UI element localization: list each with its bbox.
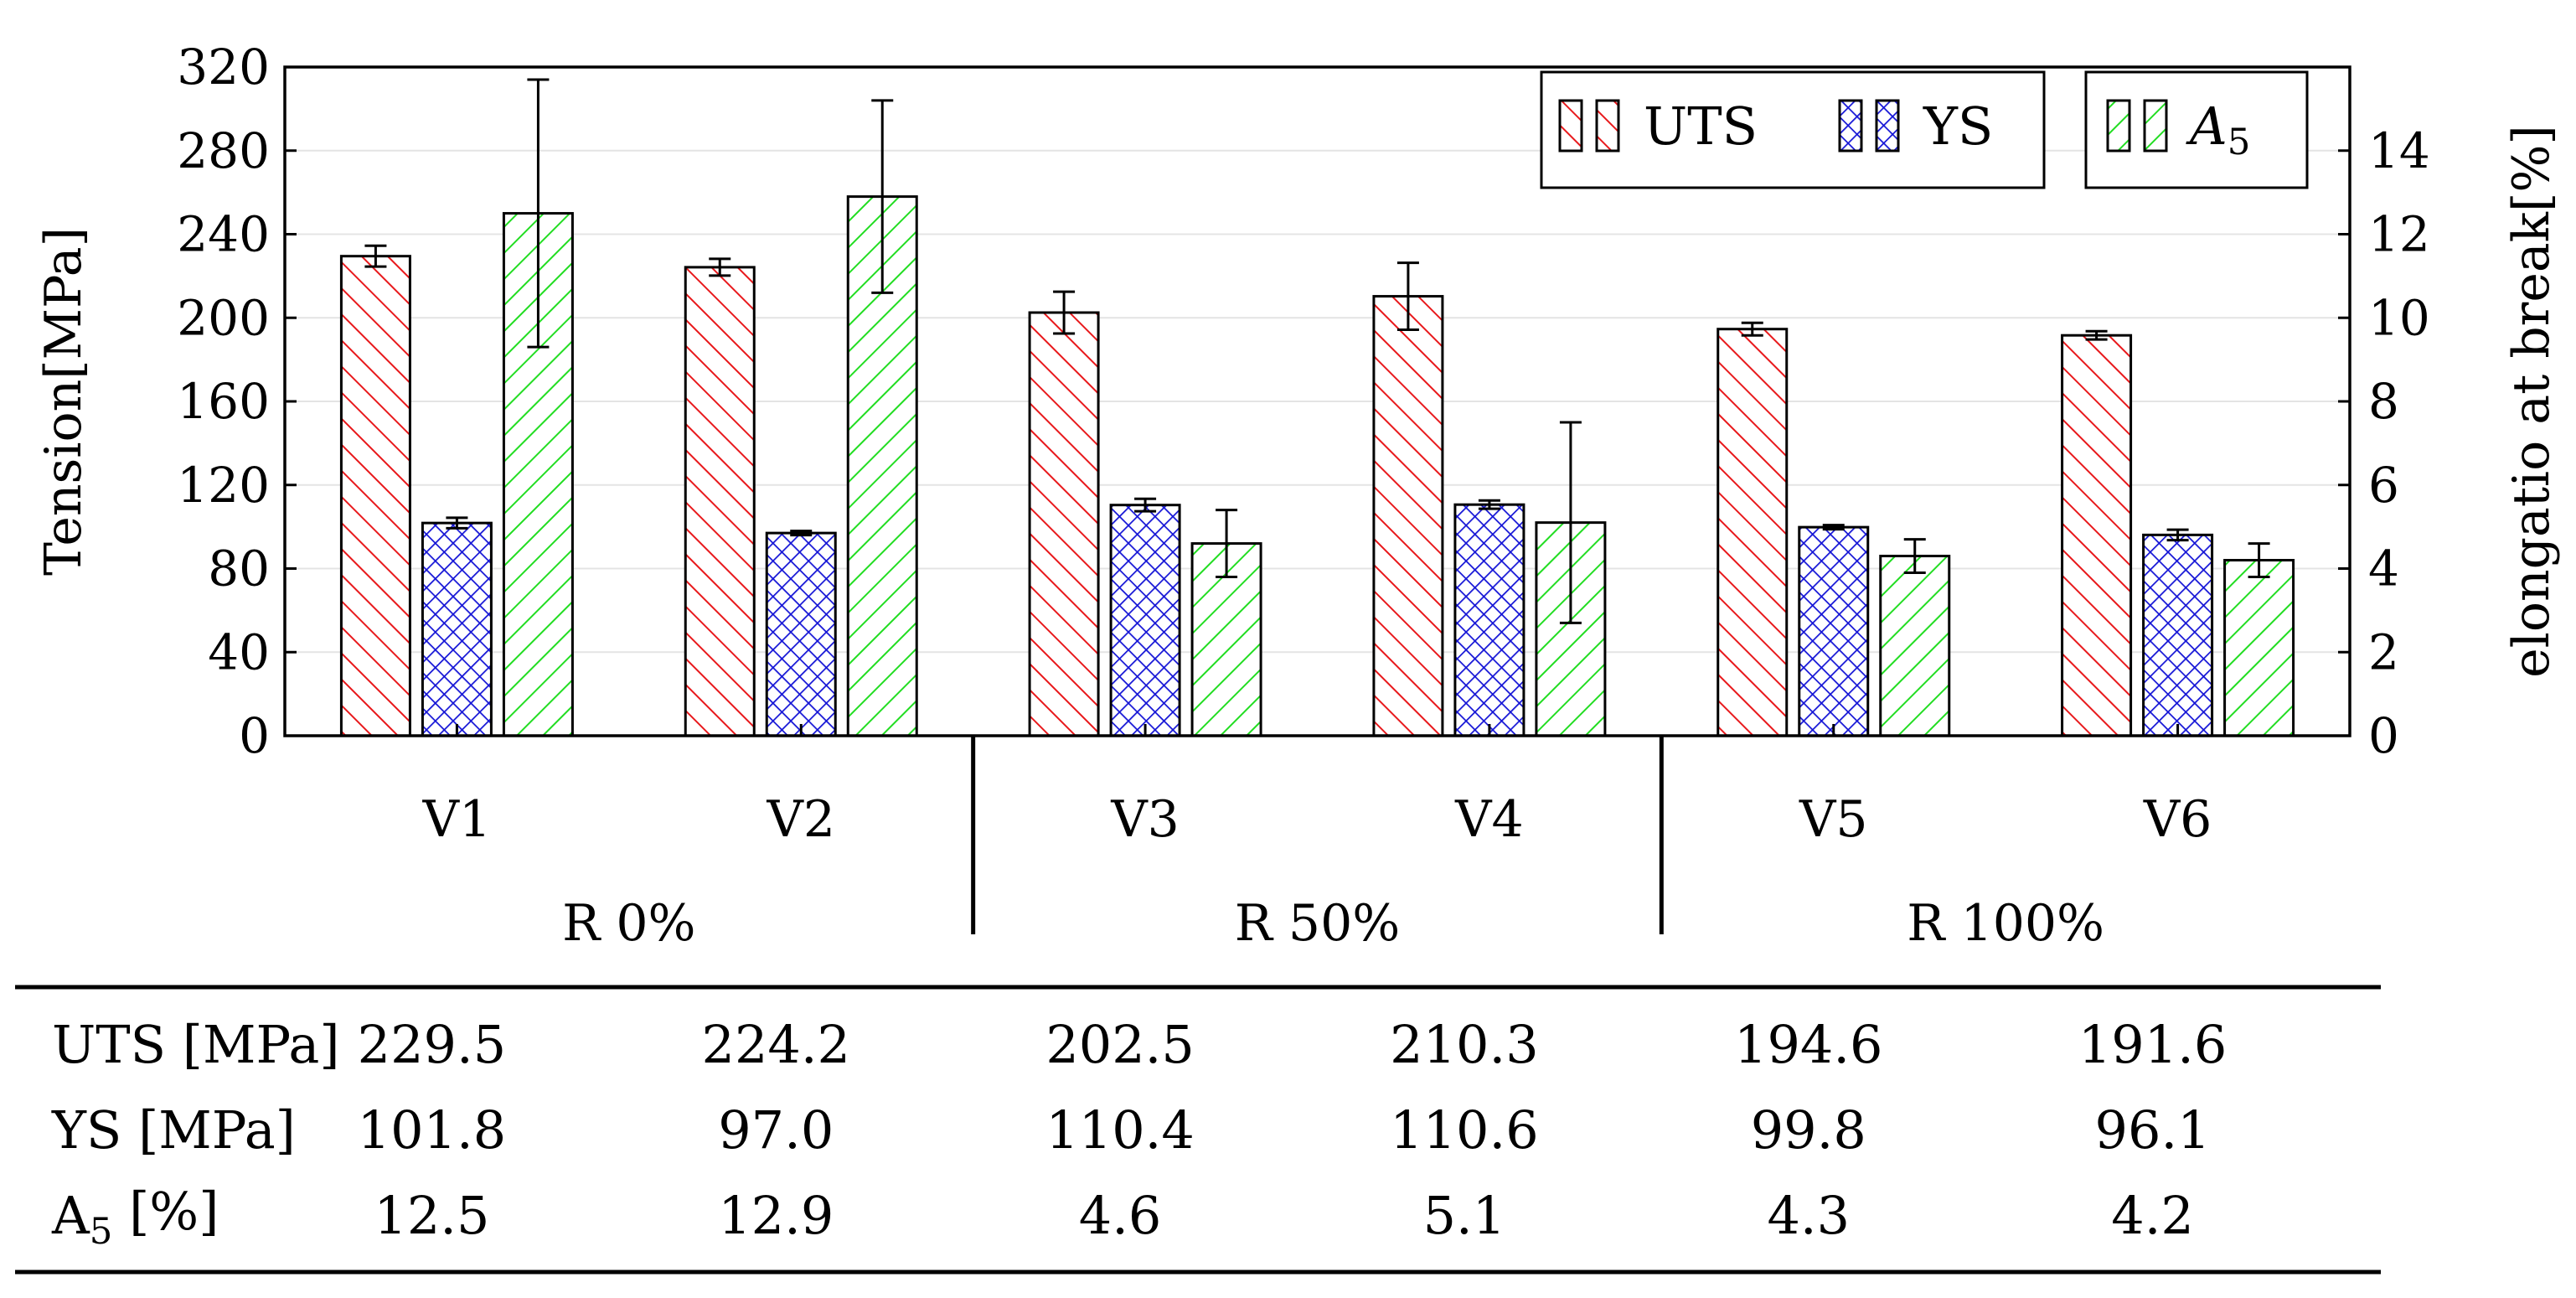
table-cell: 110.4 <box>1045 1099 1195 1161</box>
bar-uts <box>2061 334 2133 737</box>
table-row-label: UTS [MPa] <box>52 1014 340 1075</box>
group-label: R 50% <box>1235 894 1401 953</box>
y2tick-label: 6 <box>2368 457 2399 514</box>
table-cell: 99.8 <box>1751 1099 1866 1161</box>
table-cell: 101.8 <box>358 1099 507 1161</box>
legend: UTS YS A5 <box>1540 70 2309 189</box>
y2tick-label: 12 <box>2368 206 2430 263</box>
table-row-label: A5 [%] <box>51 1181 219 1253</box>
bar-a5 <box>1879 555 1951 737</box>
bar-uts <box>1028 311 1100 737</box>
axes: 0 40 80 120 160 200 240 280 320 0 2 4 6 8 10 12 14 V1 V2 V3… <box>34 39 2561 849</box>
table-cell: 4.2 <box>2111 1185 2194 1246</box>
bar-uts <box>684 266 756 737</box>
group-label: R 0% <box>562 894 695 953</box>
ytick-label: 40 <box>208 623 270 680</box>
table-cell: 194.6 <box>1734 1014 1883 1075</box>
table-cell: 12.5 <box>374 1185 489 1246</box>
xtick-label: V2 <box>766 790 835 849</box>
table-cell: 202.5 <box>1045 1014 1195 1075</box>
legend-swatch-ys <box>1875 99 1900 153</box>
bars <box>339 195 2295 737</box>
ytick-label: 200 <box>177 289 270 346</box>
bar-uts <box>1716 328 1789 737</box>
table-cell: 4.6 <box>1079 1185 1162 1246</box>
bar-ys <box>421 521 493 737</box>
bar-ys <box>2142 533 2214 737</box>
legend-label-uts: UTS <box>1644 96 1758 157</box>
ytick-label: 0 <box>239 707 270 764</box>
xtick-label: V3 <box>1110 790 1180 849</box>
y2-axis-title: elongatio at break[%] <box>2502 125 2561 678</box>
bar-uts <box>339 255 411 737</box>
table-cell: 229.5 <box>358 1014 507 1075</box>
y2tick-label: 8 <box>2368 373 2399 430</box>
legend-label-a5: A5 <box>2186 96 2250 163</box>
legend-label-ys: YS <box>1923 96 1993 157</box>
bar-ys <box>1453 503 1525 737</box>
legend-swatch-uts <box>1595 99 1620 153</box>
bar-ys <box>765 531 837 737</box>
bar-ys <box>1109 504 1181 737</box>
legend-swatch-ys <box>1838 99 1863 153</box>
values-table: UTS [MPa] 229.5 224.2 202.5 210.3 194.6 191.6 Y… <box>15 985 2381 1275</box>
table-cell: 191.6 <box>2078 1014 2228 1075</box>
y-axis-title: Tension[MPa] <box>34 227 93 576</box>
ytick-label: 160 <box>177 373 270 430</box>
legend-swatch-a5 <box>2106 99 2131 153</box>
group-label: R 100% <box>1907 894 2104 953</box>
xtick-label: V5 <box>1799 790 1868 849</box>
ytick-label: 120 <box>177 457 270 514</box>
table-cell: 224.2 <box>702 1014 851 1075</box>
table-cell: 97.0 <box>718 1099 834 1161</box>
table-row-label: YS [MPa] <box>51 1099 296 1161</box>
table-cell: 110.6 <box>1390 1099 1539 1161</box>
xtick-label: V1 <box>422 790 492 849</box>
bar-ys <box>1798 525 1870 737</box>
xtick-label: V4 <box>1454 790 1524 849</box>
group-labels: R 0% R 50% R 100% <box>562 736 2104 953</box>
table-cell: 4.3 <box>1767 1185 1850 1246</box>
ytick-label: 240 <box>177 206 270 263</box>
legend-box-tension <box>1540 70 2046 189</box>
ytick-label: 80 <box>208 540 270 597</box>
ytick-label: 320 <box>177 39 270 96</box>
error-bars <box>364 78 2270 624</box>
xtick-label: V6 <box>2143 790 2212 849</box>
y2tick-label: 10 <box>2368 289 2430 346</box>
legend-swatch-a5 <box>2143 99 2168 153</box>
table-cell: 96.1 <box>2095 1099 2211 1161</box>
y2tick-label: 2 <box>2368 623 2399 680</box>
bar-uts <box>1372 295 1444 737</box>
y2tick-label: 0 <box>2368 707 2399 764</box>
y2tick-label: 14 <box>2368 122 2430 179</box>
y2tick-label: 4 <box>2368 540 2399 597</box>
table-cell: 5.1 <box>1423 1185 1506 1246</box>
table-cell: 12.9 <box>718 1185 834 1246</box>
table-cell: 210.3 <box>1390 1014 1539 1075</box>
legend-swatch-uts <box>1558 99 1583 153</box>
ytick-label: 280 <box>177 122 270 179</box>
bar-a5 <box>2223 559 2295 737</box>
